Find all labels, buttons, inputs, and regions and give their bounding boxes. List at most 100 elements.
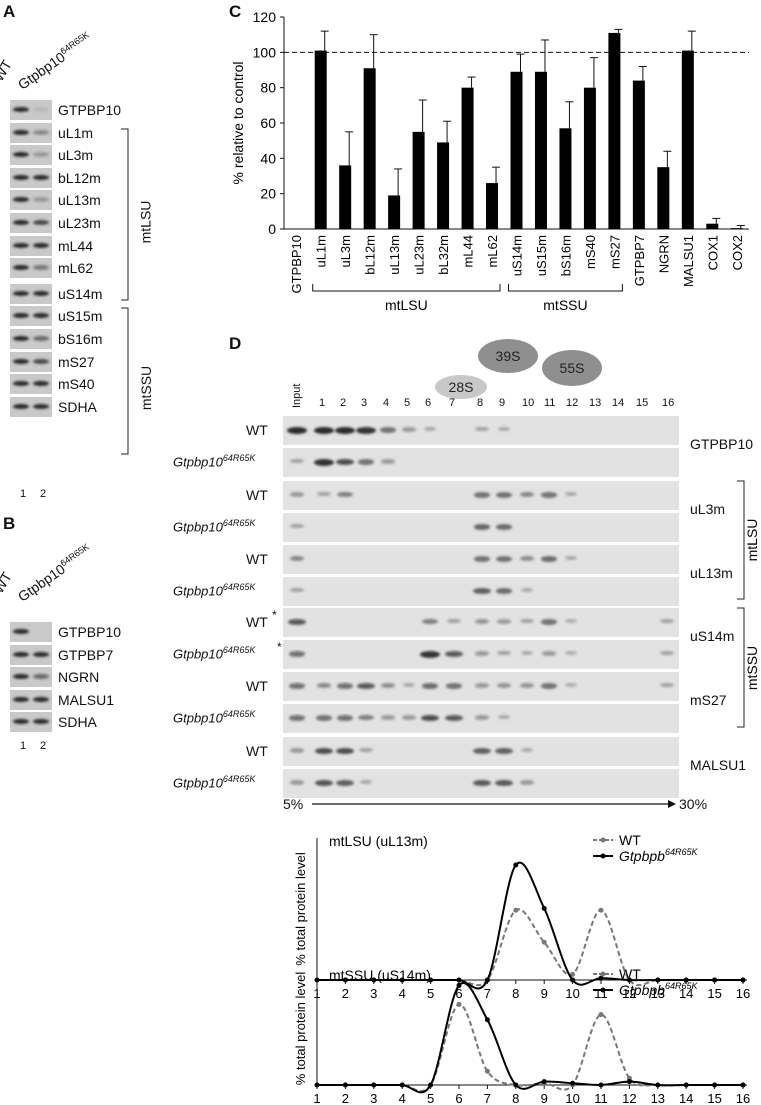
lc-point [626,977,632,983]
panel-a-row-label: GTPBP10 [58,102,122,118]
panel-a-band [13,174,29,180]
c-group-bracket [312,284,501,292]
c-x-tick-label: mS40 [583,235,598,269]
panel-a-band [33,129,49,135]
panel-b-row-label: MALSU1 [58,691,115,708]
panel-b-blot-strip [10,712,52,733]
panel-a-row-label: uL23m [58,215,101,231]
c-y-tick-label: 120 [253,9,277,25]
c-x-tick-label: uL3m [338,235,353,268]
d-band [520,588,534,593]
d-mut-sup: 64R65K [222,582,256,592]
panel-b-band [13,719,29,725]
d-band [402,427,416,432]
d-row-label-mut: Gtpbp1064R65K [173,453,255,469]
panel-a-blot-strip [10,306,52,327]
d-band [474,556,490,562]
d-band [289,651,305,657]
d-band [290,492,304,497]
c-x-tick-label: uS14m [510,235,525,276]
d-band [359,780,373,785]
d-lane-number: 13 [589,397,602,409]
d-band [337,715,353,721]
panel-b-band [33,696,49,702]
d-band [289,683,305,689]
lc-x-tick-label: 11 [594,1091,608,1105]
c-bar [510,71,523,230]
c-x-tick-label: uS15m [534,235,549,276]
panel-b-band [13,651,29,657]
lc-x-tick-label: 2 [342,1091,349,1105]
lc-point [626,1075,632,1081]
d-band [336,780,354,786]
d-band [475,619,489,624]
lc-x-tick-label: 1 [313,1091,320,1105]
c-group-label: mtSSU [543,297,587,313]
panel-b-blot-strip [10,689,52,710]
d-band [356,427,376,434]
panel-a-row-label: uS15m [58,308,103,325]
panel-a-blot-strip [10,283,52,304]
panel-a-blot-strip [10,235,52,256]
d-row-label-mut: Gtpbp1064R65K [173,582,255,598]
d-band [519,492,535,498]
d-band [660,619,674,624]
d-band [423,427,437,432]
lc-x-tick-label: 5 [427,1091,434,1105]
panel-a-band [33,381,49,387]
d-band [337,683,353,689]
d-lane-number: 4 [383,397,390,409]
lc-point [541,905,547,911]
panel-a-band [13,403,29,409]
d-lane-number: 8 [477,397,484,409]
panel-a-band [33,220,49,225]
d-band [660,683,674,688]
d-lane-number: 10 [522,397,535,409]
c-x-tick-label: mL44 [461,235,476,268]
d-band [497,651,511,656]
panel-a-band [33,242,49,248]
c-group-bracket [508,284,623,292]
panel-a-row-label: mS27 [58,353,95,370]
c-x-tick-label: mL62 [485,235,500,268]
d-band [289,715,305,721]
c-bar [681,50,694,229]
d-mut-base: Gtpbp10 [173,710,223,726]
d-band [495,780,513,787]
d-blot-separator [283,510,679,513]
lc-x-tick-label: 13 [651,1091,665,1105]
panel-a-row-label: uL13m [58,192,101,209]
d-row-label-mut: Gtpbp1064R65K [173,774,255,790]
d-mut-sup: 64R65K [222,774,256,784]
d-band [540,556,558,562]
panel-a-blot-strip [10,396,52,417]
d-blot-box [283,608,679,669]
d-lane-number: 9 [499,397,506,409]
d-band [564,619,578,624]
lc-point [655,977,661,983]
lc-x-tick-label: 8 [512,986,519,1001]
panel-b-row-label: GTPBP10 [58,624,122,640]
d-band [660,651,674,656]
d-row-label-mut: Gtpbp1064R65K [173,518,255,534]
d-lane-number: 12 [566,397,579,409]
d-band [316,715,332,721]
panel-a-band [13,336,29,341]
lc-point [399,977,405,983]
d-mut-base: Gtpbp10 [173,583,223,599]
panel-b-band [13,674,29,680]
panel-a-band [33,197,49,203]
c-y-tick-label: 60 [260,115,276,131]
lc-x-tick-label: 16 [736,1091,750,1105]
panel-a-blot-strip [10,145,52,166]
c-bar [657,167,670,229]
panel-a-band [13,197,29,203]
d-band [495,588,513,594]
c-bar [461,87,474,230]
lc-point [484,1017,490,1023]
c-bar [632,80,645,229]
d-row-label-wt: WT [246,678,268,694]
panel-b-band [33,674,49,680]
d-band [564,492,578,497]
c-bar [388,195,401,229]
